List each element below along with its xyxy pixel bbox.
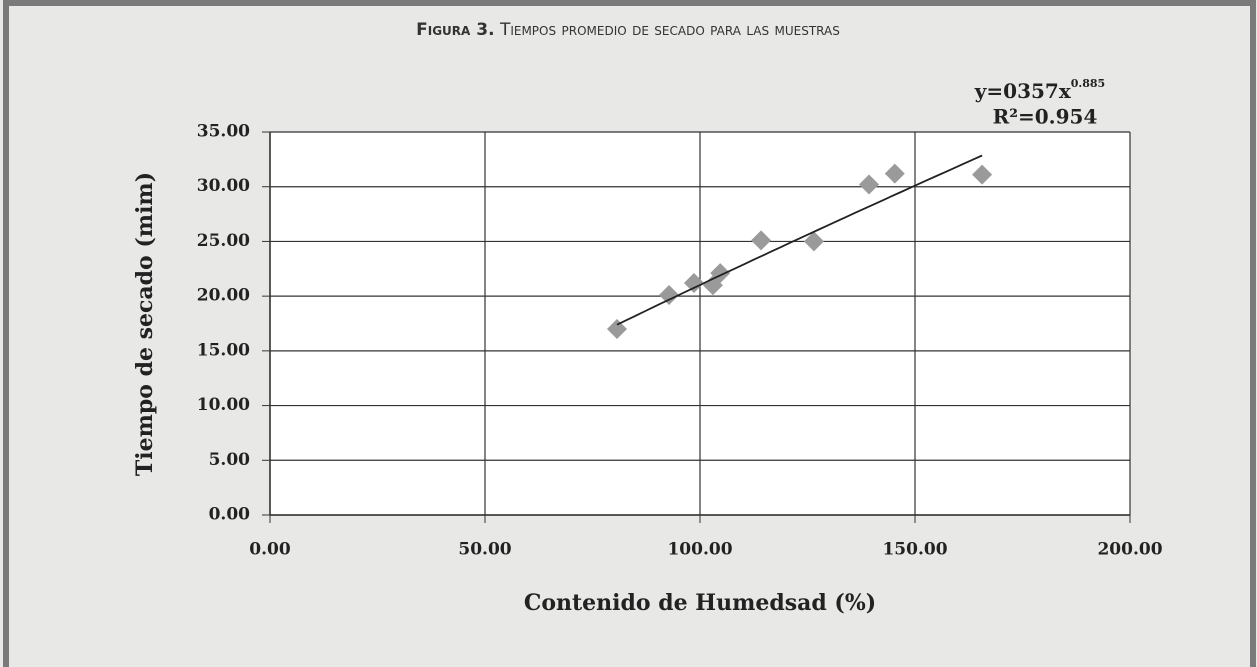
title-text: Tiempos promedio de secado para las mues… [499,20,840,40]
frame [3,0,1256,667]
point [659,285,680,306]
y-axis-label: Tiempo de secado (mim) [132,172,158,476]
chart-title: Figura 3. Tiempos promedio de secado par… [416,20,840,40]
y-tick-label: 30.00 [197,176,250,196]
y-tick-label: 20.00 [197,286,250,306]
point [607,318,628,339]
y-tick-label: 15.00 [197,340,250,360]
y-tick-label: 0.00 [209,505,251,525]
point [683,273,704,294]
y-tick-label: 35.00 [197,122,250,142]
point [972,164,993,185]
x-tick-label: 50.00 [458,540,511,560]
point [751,230,772,251]
point [803,231,824,252]
y-tick-label: 5.00 [209,450,251,470]
equation-text: y=0357x [974,79,1072,103]
y-tick-label: 10.00 [197,395,250,415]
x-tick-label: 200.00 [1097,540,1162,560]
r-squared: R²=0.954 [993,105,1098,129]
point [858,174,879,195]
x-tick-label: 0.00 [249,540,291,560]
figure-label: Figura 3. [416,20,494,40]
trendline [616,154,983,326]
x-tick-label: 100.00 [667,540,732,560]
point [884,163,905,184]
y-tick-label: 25.00 [197,231,250,251]
x-axis-label: Contenido de Humedsad (%) [524,590,876,616]
x-tick-label: 150.00 [882,540,947,560]
equation-exponent: 0.885 [1071,77,1105,90]
trend-equation: y=0357x0.885 [974,77,1105,103]
